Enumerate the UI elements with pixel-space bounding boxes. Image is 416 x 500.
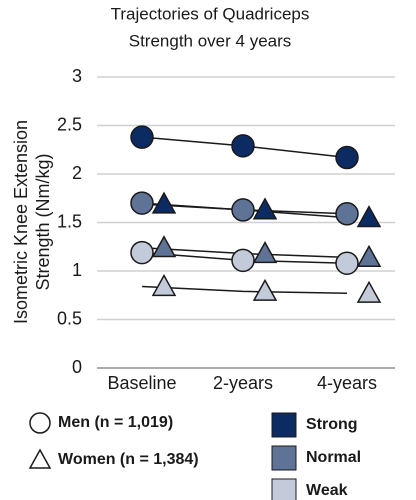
y-tick-label: 2.5 <box>57 114 82 134</box>
marker <box>130 240 154 265</box>
y-axis-label-line: Isometric Knee Extension <box>11 120 31 324</box>
y-tick-label: 2 <box>72 163 82 183</box>
marker <box>130 191 154 215</box>
marker <box>130 125 154 149</box>
x-tick-label: Baseline <box>107 373 176 393</box>
x-tick-label: 2-years <box>213 373 273 393</box>
chart-title: Trajectories of Quadriceps <box>111 4 310 23</box>
legend-marker <box>29 412 51 434</box>
marker <box>231 198 255 222</box>
legend-swatch <box>271 445 297 471</box>
legend-marker <box>28 448 52 469</box>
y-tick-label: 1.5 <box>57 211 82 231</box>
marker <box>252 197 278 220</box>
y-tick-label: 3 <box>72 66 82 86</box>
legend-label: Men (n = 1,019) <box>58 414 173 431</box>
marker <box>231 134 255 158</box>
y-axis-label-line: Strength (Nm/kg) <box>33 153 53 290</box>
y-tick-label: 0.5 <box>57 308 82 328</box>
series-line <box>141 285 348 295</box>
legend-swatch <box>271 412 297 438</box>
marker <box>356 244 382 267</box>
x-tick-label: 4-years <box>317 373 377 393</box>
marker <box>335 251 359 275</box>
marker <box>335 202 359 226</box>
legend-label: Normal <box>306 449 361 466</box>
marker <box>252 278 278 301</box>
legend-label: Weak <box>306 482 348 499</box>
marker <box>252 240 278 264</box>
marker <box>356 205 382 228</box>
legend-label: Women (n = 1,384) <box>58 451 199 468</box>
marker <box>151 191 177 214</box>
marker <box>335 145 359 170</box>
y-tick-label: 0 <box>72 357 82 377</box>
marker <box>151 235 177 258</box>
chart-title: Strength over 4 years <box>129 31 292 50</box>
marker <box>231 248 255 273</box>
y-tick-label: 1 <box>72 260 82 280</box>
y-axis-label: Isometric Knee Extension Strength (Nm/kg… <box>11 120 53 324</box>
legend-swatch <box>271 478 297 500</box>
marker <box>151 273 177 297</box>
legend-label: Strong <box>306 416 358 433</box>
marker <box>356 280 382 303</box>
